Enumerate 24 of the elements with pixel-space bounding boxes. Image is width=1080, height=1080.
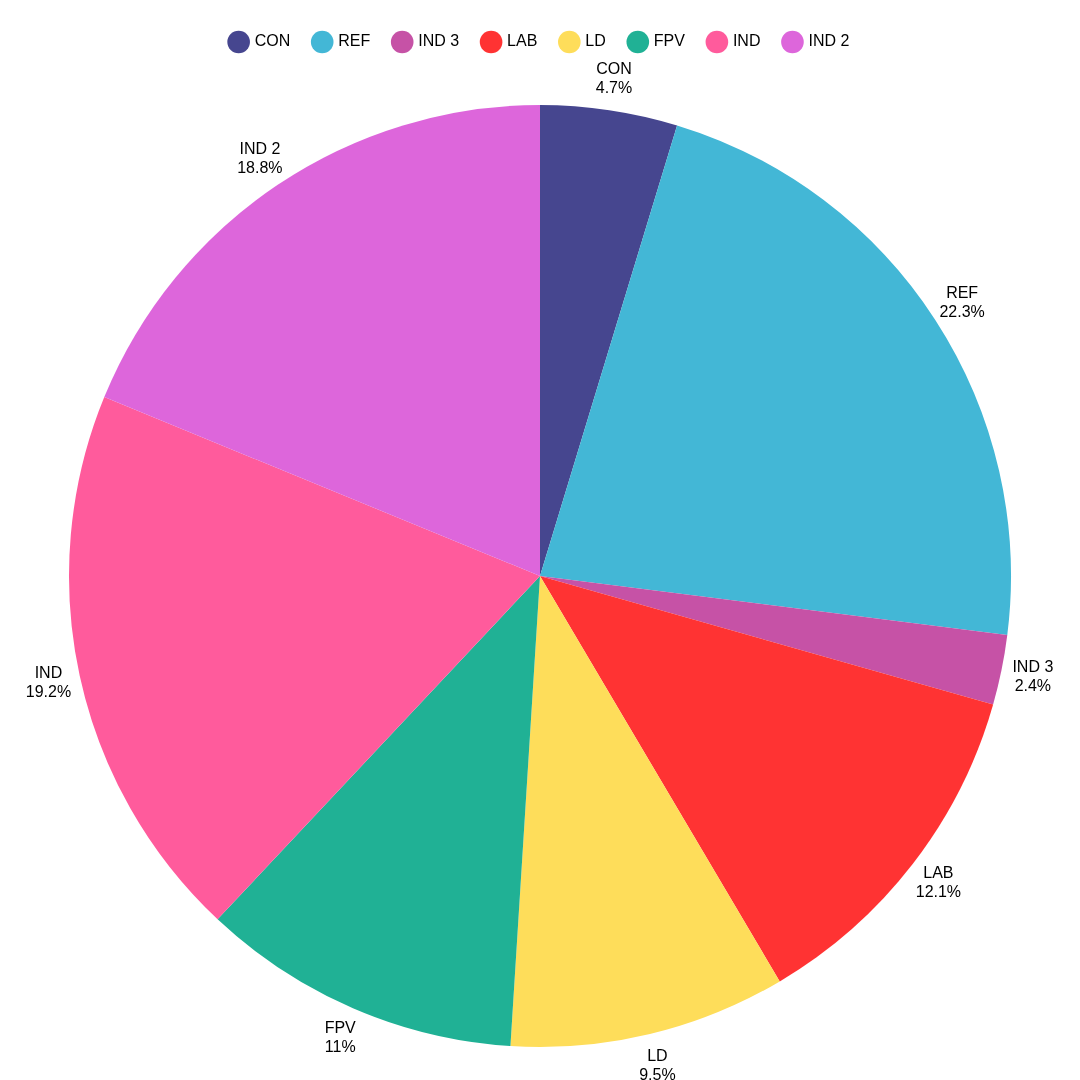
data-label: 4.7% xyxy=(595,78,633,96)
legend-label: IND xyxy=(732,32,761,50)
slice-label: IND xyxy=(34,664,63,682)
legend-label: IND 2 xyxy=(808,32,850,50)
legend-label: REF xyxy=(338,32,371,50)
data-label: 22.3% xyxy=(939,302,985,320)
slice-label: IND 2 xyxy=(239,139,281,157)
data-label: 18.8% xyxy=(237,158,283,176)
legend-label: FPV xyxy=(653,32,686,50)
slice-label: IND 3 xyxy=(1012,657,1054,675)
data-label: 2.4% xyxy=(1014,676,1052,694)
slice-label: LD xyxy=(647,1046,668,1064)
data-label: 9.5% xyxy=(639,1065,676,1080)
slice-label: REF xyxy=(946,283,979,301)
slice-label: FPV xyxy=(324,1019,357,1037)
slice-label: CON xyxy=(596,59,632,77)
legend-label: CON xyxy=(254,32,291,50)
slice-label: LAB xyxy=(923,864,954,882)
data-label: 11% xyxy=(324,1038,356,1056)
legend-label: LD xyxy=(585,32,606,50)
data-label: 19.2% xyxy=(25,683,72,701)
data-label: 12.1% xyxy=(915,883,962,901)
legend-label: IND 3 xyxy=(418,32,460,50)
legend-label: LAB xyxy=(507,32,538,50)
